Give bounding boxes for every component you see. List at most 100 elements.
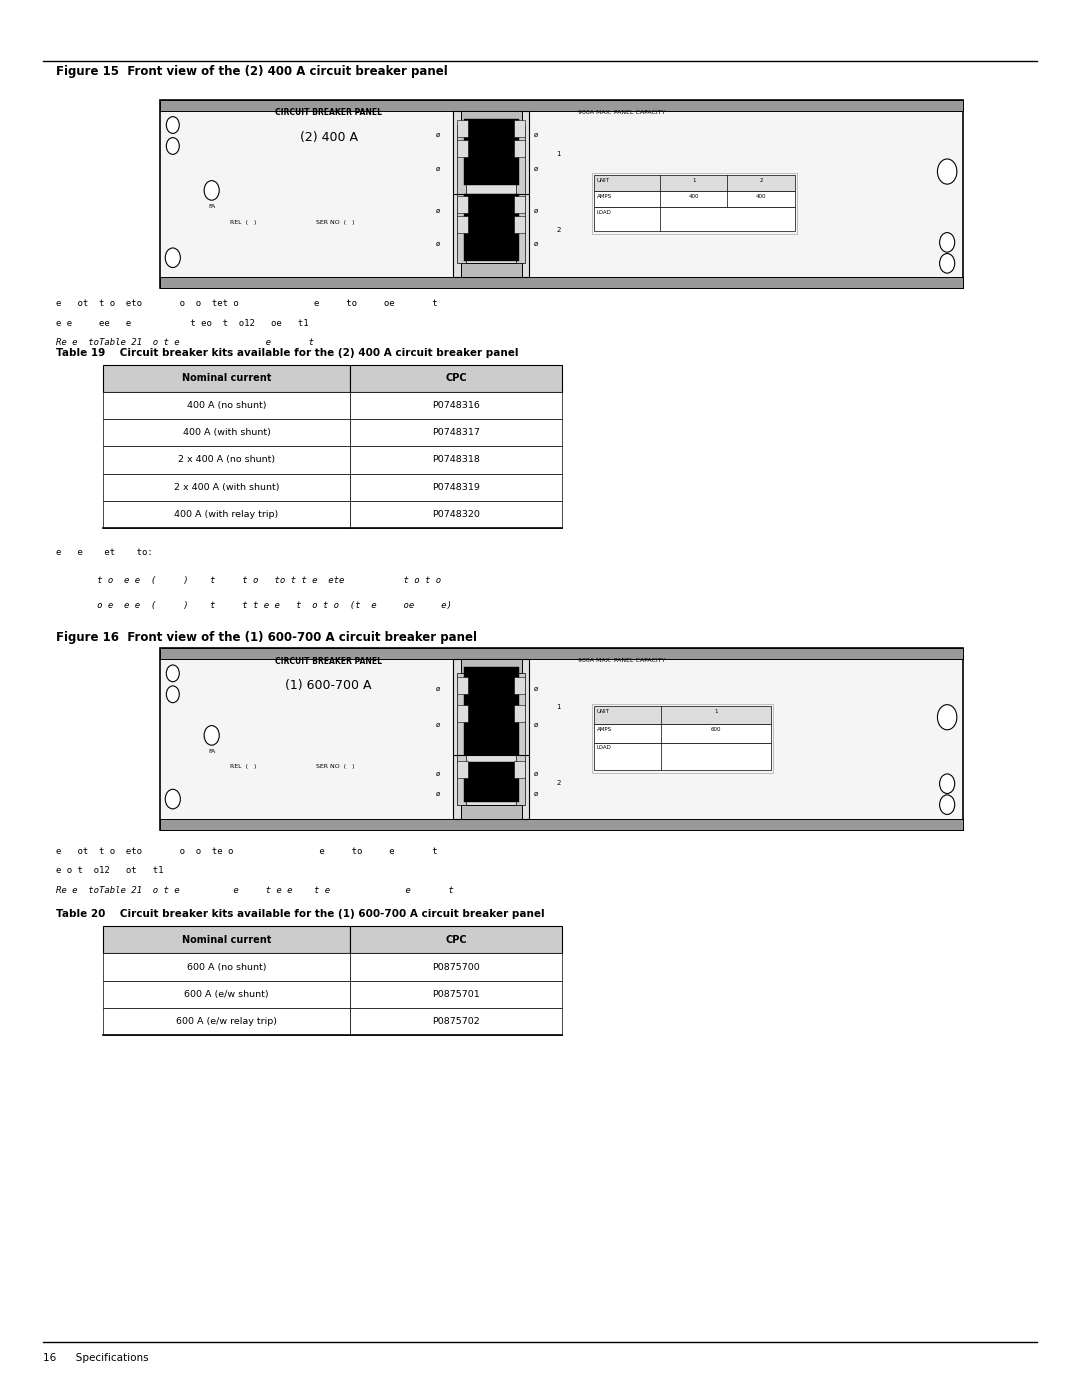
Text: t o  e e  (     )    t     t o   to t t e  ete           t o t o: t o e e ( ) t t o to t t e ete t o t o [81, 576, 441, 584]
Text: e   e    et    to:: e e et to: [56, 548, 153, 556]
Text: P0875701: P0875701 [432, 990, 480, 999]
Bar [464, 761, 518, 802]
Text: 1: 1 [714, 710, 717, 714]
Bar [103, 365, 351, 391]
Text: 600 A (no shunt): 600 A (no shunt) [187, 963, 267, 971]
Circle shape [940, 233, 955, 251]
Text: AMPS: AMPS [597, 728, 612, 732]
Bar [514, 217, 525, 233]
Text: ø: ø [534, 721, 538, 728]
Bar [160, 819, 963, 830]
Bar [516, 673, 525, 805]
Text: 400 A (with shunt): 400 A (with shunt) [183, 429, 270, 437]
Bar [594, 176, 795, 191]
Text: P0748319: P0748319 [432, 483, 480, 492]
Text: REL  (   ): REL ( ) [230, 764, 256, 768]
Bar [464, 194, 518, 261]
Text: P0875702: P0875702 [432, 1017, 480, 1025]
Text: 600 A (e/w shunt): 600 A (e/w shunt) [185, 990, 269, 999]
Text: 400 A (with relay trip): 400 A (with relay trip) [174, 510, 279, 518]
Text: ø: ø [534, 208, 538, 214]
Text: P0748318: P0748318 [432, 455, 480, 464]
Text: Figure 16  Front view of the (1) 600-700 A circuit breaker panel: Figure 16 Front view of the (1) 600-700 … [56, 631, 477, 644]
Bar [592, 704, 772, 773]
Bar [351, 502, 562, 528]
Text: ø: ø [534, 791, 538, 796]
Text: ø: ø [534, 133, 538, 138]
Bar [351, 391, 562, 419]
Circle shape [940, 774, 955, 793]
Bar [464, 668, 518, 754]
Bar [458, 705, 469, 722]
Text: 400: 400 [756, 194, 766, 200]
Bar [458, 126, 467, 263]
Text: SER NO  (   ): SER NO ( ) [316, 764, 355, 768]
Text: 2 x 400 A (with shunt): 2 x 400 A (with shunt) [174, 483, 280, 492]
Bar [516, 126, 525, 263]
Text: P0875700: P0875700 [432, 963, 480, 971]
Text: ø: ø [436, 165, 441, 172]
Text: 400: 400 [688, 194, 699, 200]
Bar [594, 743, 770, 770]
Text: (1) 600-700 A: (1) 600-700 A [285, 679, 372, 692]
Circle shape [940, 254, 955, 274]
Text: Re e  toTable 21  o t e          e     t e e    t e              e       t: Re e toTable 21 o t e e t e e t e e t [56, 886, 454, 894]
Bar [458, 217, 469, 233]
Bar [594, 725, 770, 743]
Bar [461, 263, 522, 277]
Text: Re e  toTable 21  o t e                e       t: Re e toTable 21 o t e e t [56, 338, 314, 346]
Text: CPC: CPC [445, 373, 467, 383]
Bar [514, 678, 525, 694]
Text: CIRCUIT BREAKER PANEL: CIRCUIT BREAKER PANEL [275, 109, 382, 117]
Text: 2: 2 [556, 228, 561, 233]
Text: Figure 15  Front view of the (2) 400 A circuit breaker panel: Figure 15 Front view of the (2) 400 A ci… [56, 64, 448, 78]
Bar [351, 981, 562, 1009]
Bar [461, 659, 522, 673]
Bar [514, 761, 525, 778]
Bar [103, 502, 351, 528]
Text: Table 20    Circuit breaker kits available for the (1) 600-700 A circuit breaker: Table 20 Circuit breaker kits available … [56, 909, 544, 919]
Text: UNIT: UNIT [597, 179, 610, 183]
Circle shape [166, 138, 179, 155]
Text: (2) 400 A: (2) 400 A [299, 131, 357, 144]
Circle shape [166, 117, 179, 134]
Text: AMPS: AMPS [597, 194, 612, 200]
Bar [103, 419, 351, 447]
Circle shape [204, 180, 219, 200]
Bar [458, 673, 467, 805]
Text: ø: ø [436, 133, 441, 138]
Bar [160, 101, 963, 289]
Text: P0748320: P0748320 [432, 510, 480, 518]
Bar [103, 953, 351, 981]
Circle shape [204, 725, 219, 745]
Text: ø: ø [534, 240, 538, 247]
Bar [351, 474, 562, 502]
Text: Nominal current: Nominal current [181, 935, 271, 944]
Bar [351, 1009, 562, 1035]
Bar [514, 120, 525, 137]
Text: REL  (   ): REL ( ) [230, 219, 256, 225]
Bar [103, 981, 351, 1009]
Text: 900A MAX. PANEL CAPACITY: 900A MAX. PANEL CAPACITY [578, 658, 665, 664]
Bar [351, 365, 562, 391]
Bar [464, 119, 518, 184]
Bar [458, 196, 469, 212]
Circle shape [166, 665, 179, 682]
Text: Nominal current: Nominal current [181, 373, 271, 383]
Text: FA: FA [208, 204, 215, 210]
Bar [458, 140, 469, 156]
Circle shape [165, 247, 180, 268]
Bar [160, 278, 963, 289]
Bar [592, 173, 797, 235]
Text: 1: 1 [556, 151, 561, 156]
Text: e o t  o12   ot   t1: e o t o12 ot t1 [56, 866, 164, 875]
Text: LOAD: LOAD [597, 746, 612, 750]
Bar [461, 805, 522, 819]
Text: 2: 2 [759, 179, 762, 183]
Bar [103, 926, 351, 953]
Text: e e     ee   e           t eo  t  o12   oe   t1: e e ee e t eo t o12 oe t1 [56, 319, 309, 327]
Text: SER NO  (   ): SER NO ( ) [316, 219, 355, 225]
Text: 600 A (e/w relay trip): 600 A (e/w relay trip) [176, 1017, 278, 1025]
Text: ø: ø [534, 686, 538, 693]
Text: CIRCUIT BREAKER PANEL: CIRCUIT BREAKER PANEL [275, 657, 382, 665]
